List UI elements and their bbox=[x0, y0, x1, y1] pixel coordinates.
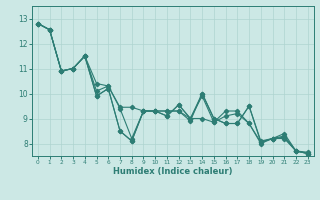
X-axis label: Humidex (Indice chaleur): Humidex (Indice chaleur) bbox=[113, 167, 233, 176]
